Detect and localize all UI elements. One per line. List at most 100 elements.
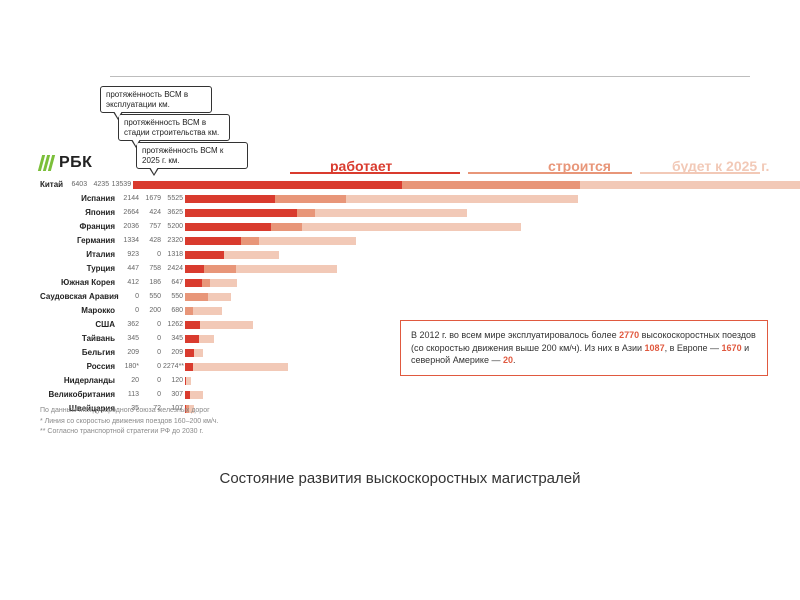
info-annotation-box: В 2012 г. во всем мире эксплуатировалось…: [400, 320, 768, 376]
row-number: 447: [119, 265, 139, 272]
row-numbers: 6403423513539: [67, 181, 133, 188]
bar-segment-by2025: [186, 377, 191, 385]
row-label: Турция: [40, 264, 119, 273]
logo-rbc: РБК: [40, 154, 92, 172]
row-number: 200: [141, 307, 161, 314]
table-row: Нидерланды200120: [40, 374, 760, 387]
row-label: Россия: [40, 362, 119, 371]
row-number: 2664: [119, 209, 139, 216]
row-number: 180*: [119, 363, 139, 370]
row-numbers: 1130307: [119, 391, 185, 398]
bar-segment-by2025: [236, 265, 338, 273]
row-label: Южная Корея: [40, 278, 119, 287]
stage: { "logo": { "brand": "РБК", "stripe_colo…: [0, 0, 800, 600]
row-label: Италия: [40, 250, 119, 259]
row-label: Бельгия: [40, 348, 119, 357]
row-number: 3625: [163, 209, 183, 216]
row-bars: [133, 180, 800, 190]
row-number: 550: [141, 293, 161, 300]
row-bars: [185, 222, 760, 232]
bar-segment-working: [185, 195, 275, 203]
table-row: Испания214416795525: [40, 192, 760, 205]
table-row: Великобритания1130307: [40, 388, 760, 401]
row-label: Япония: [40, 208, 119, 217]
row-label: Великобритания: [40, 390, 119, 399]
footnotes: По данным Международного союза железных …: [40, 406, 219, 438]
row-number: 923: [119, 251, 139, 258]
row-bars: [185, 264, 760, 274]
bar-segment-working: [185, 223, 271, 231]
row-label: Франция: [40, 222, 119, 231]
row-number: 0: [119, 307, 139, 314]
info-text: , в Европе —: [665, 343, 722, 353]
row-number: 20: [119, 377, 139, 384]
footnote-asterisk: * Линия со скоростью движения поездов 16…: [40, 417, 219, 428]
bar-segment-working: [185, 251, 224, 259]
row-number: 5200: [163, 223, 183, 230]
row-numbers: 214416795525: [119, 195, 185, 202]
row-bars: [185, 404, 760, 414]
footnote-double-asterisk: ** Согласно транспортной стратегии РФ до…: [40, 427, 219, 438]
row-numbers: 26644243625: [119, 209, 185, 216]
bar-segment-building: [241, 237, 259, 245]
row-number: 0: [141, 335, 161, 342]
callout-length-building: протяжённость ВСМ в стадии строительства…: [118, 114, 230, 141]
row-label: Марокко: [40, 306, 119, 315]
row-numbers: 92301318: [119, 251, 185, 258]
row-bars: [185, 306, 760, 316]
row-number: 1262: [163, 321, 183, 328]
bar-segment-building: [271, 223, 303, 231]
bar-segment-building: [275, 195, 346, 203]
row-number: 0: [141, 251, 161, 258]
row-numbers: 13344282320: [119, 237, 185, 244]
table-row: Марокко0200680: [40, 304, 760, 317]
row-numbers: 180*02274**: [119, 363, 185, 370]
row-bars: [185, 390, 760, 400]
slide-caption: Состояние развития выскоскоростных магис…: [0, 470, 800, 487]
row-number: 647: [163, 279, 183, 286]
bar-segment-by2025: [193, 307, 222, 315]
bar-segment-building: [402, 181, 580, 189]
row-number: 0: [141, 391, 161, 398]
row-numbers: 200120: [119, 377, 185, 384]
row-number: 0: [141, 349, 161, 356]
bar-segment-by2025: [190, 391, 203, 399]
table-row: Франция20367575200: [40, 220, 760, 233]
bar-segment-working: [185, 279, 202, 287]
row-number: 6403: [67, 181, 87, 188]
row-number: 362: [119, 321, 139, 328]
legend-working-line: [290, 172, 460, 174]
info-accent-number: 1087: [645, 343, 665, 353]
bar-segment-working: [133, 181, 402, 189]
row-label: Испания: [40, 194, 119, 203]
row-numbers: 4477582424: [119, 265, 185, 272]
row-number: 2274**: [163, 363, 183, 370]
row-number: 345: [119, 335, 139, 342]
bar-segment-working: [185, 265, 204, 273]
bar-segment-by2025: [346, 195, 578, 203]
row-number: 307: [163, 391, 183, 398]
row-number: 2424: [163, 265, 183, 272]
row-number: 758: [141, 265, 161, 272]
row-label: Китай: [40, 180, 67, 189]
callout-text: протяжённость ВСМ в эксплуатации км.: [106, 90, 188, 109]
table-row: Турция4477582424: [40, 262, 760, 275]
row-label: Саудовская Аравия: [40, 292, 119, 301]
row-bars: [185, 236, 760, 246]
row-number: 1679: [141, 195, 161, 202]
row-number: 2036: [119, 223, 139, 230]
table-row: Япония26644243625: [40, 206, 760, 219]
logo-stripes: [40, 155, 55, 171]
bar-segment-by2025: [208, 293, 231, 301]
row-label: Тайвань: [40, 334, 119, 343]
table-row: Южная Корея412186647: [40, 276, 760, 289]
bar-segment-building: [297, 209, 315, 217]
row-numbers: 2090209: [119, 349, 185, 356]
bar-segment-by2025: [259, 237, 356, 245]
row-number: 0: [141, 363, 161, 370]
row-label: Нидерланды: [40, 376, 119, 385]
table-row: Китай6403423513539: [40, 178, 760, 191]
row-numbers: 3450345: [119, 335, 185, 342]
row-bars: [185, 278, 760, 288]
slide-caption-text: Состояние развития выскоскоростных магис…: [219, 470, 580, 487]
